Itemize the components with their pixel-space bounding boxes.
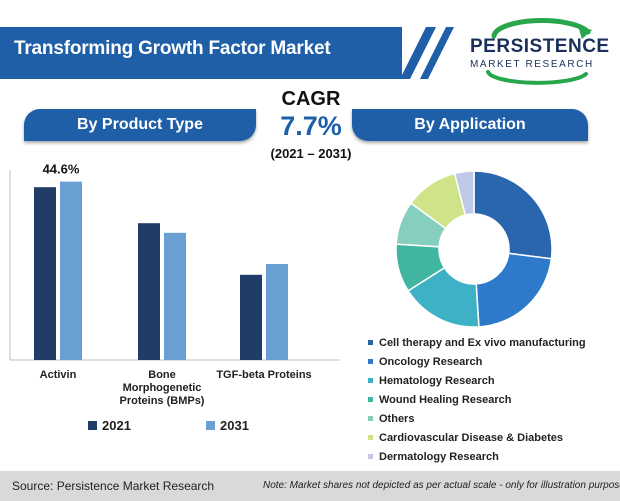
page-title: Transforming Growth Factor Market (14, 38, 331, 59)
legend-swatch (368, 397, 373, 402)
logo-subtitle: MARKET RESEARCH (470, 59, 594, 70)
legend-label: Hematology Research (379, 374, 495, 387)
donut-legend-item: Oncology Research (368, 352, 586, 371)
footer-bar (0, 471, 620, 501)
legend-swatch-2031 (206, 421, 215, 430)
legend-swatch-2021 (88, 421, 97, 430)
cagr-period: (2021 – 2031) (270, 146, 352, 161)
legend-label: Oncology Research (379, 355, 483, 368)
footer-note: Note: Market shares not depicted as per … (263, 480, 620, 491)
legend-label: Cardiovascular Disease & Diabetes (379, 431, 564, 444)
bar-2021-2 (138, 223, 160, 360)
donut-legend-item: Wound Healing Research (368, 390, 586, 409)
legend-label: Dermatology Research (379, 450, 499, 463)
title-stripes-decoration (400, 27, 454, 79)
legend-label-2021: 2021 (102, 418, 131, 433)
donut-slice-1 (473, 170, 553, 260)
category-label-1: Activin (40, 369, 77, 381)
category-label-3: TGF-beta Proteins (216, 369, 311, 381)
donut-legend-item: Cell therapy and Ex vivo manufacturing (368, 333, 586, 352)
bar-2031-2 (164, 232, 186, 360)
legend-label-2031: 2031 (220, 418, 249, 433)
legend-swatch (368, 454, 373, 459)
legend-label: Cell therapy and Ex vivo manufacturing (379, 336, 586, 349)
bar-2021-1 (34, 187, 56, 360)
donut-slice-2 (475, 252, 553, 328)
logo-name: PERSISTENCE (470, 36, 610, 57)
legend-swatch (368, 435, 373, 440)
cagr-value: 7.7% (280, 111, 342, 141)
bar-2031-3 (266, 264, 288, 360)
donut-chart (395, 170, 553, 328)
cagr-label: CAGR (281, 88, 341, 110)
donut-legend-item: Others (368, 409, 586, 428)
donut-legend-item: Dermatology Research (368, 447, 586, 466)
donut-slice-7 (453, 170, 475, 217)
legend-swatch (368, 378, 373, 383)
section-label-product-type: By Product Type (24, 109, 256, 141)
footer-source: Source: Persistence Market Research (12, 479, 215, 493)
legend-label: Others (379, 412, 415, 425)
legend-swatch (368, 416, 373, 421)
title-banner (0, 27, 402, 79)
legend-label: Wound Healing Research (379, 393, 512, 406)
donut-legend-item: Hematology Research (368, 371, 586, 390)
category-label-2: Morphogenetic (123, 382, 202, 394)
bar-2031-1 (60, 181, 82, 360)
data-label-1: 44.6% (43, 162, 80, 177)
legend-swatch (368, 340, 373, 345)
persistence-logo (486, 18, 592, 85)
donut-legend: Cell therapy and Ex vivo manufacturing On… (368, 333, 586, 466)
category-label-2: Proteins (BMPs) (120, 395, 205, 407)
donut-legend-item: Cardiovascular Disease & Diabetes (368, 428, 586, 447)
legend-swatch (368, 359, 373, 364)
section-label-application: By Application (352, 109, 588, 141)
category-label-2: Bone (148, 369, 176, 381)
bar-2021-3 (240, 274, 262, 360)
